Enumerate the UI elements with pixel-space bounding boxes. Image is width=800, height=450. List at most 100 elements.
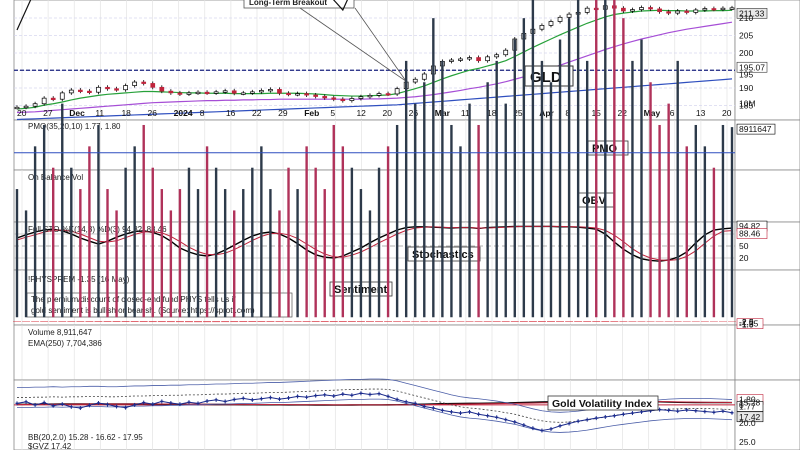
panel-label: Gold Volatility Index — [552, 398, 652, 410]
x-tick-label: 20 — [722, 108, 732, 118]
panel-legend: EMA(250) 7,704,386 — [28, 339, 102, 348]
y-tick-label: 185 — [739, 101, 753, 111]
y-tick-label: 200 — [739, 48, 753, 58]
volume-bar — [115, 210, 118, 318]
volume-bar — [223, 189, 227, 318]
sentiment-bar — [528, 321, 537, 322]
volume-bar — [368, 210, 372, 318]
y-value-box — [736, 61, 768, 73]
price-candle — [159, 86, 165, 92]
volume-bar — [52, 167, 55, 318]
price-candle — [41, 97, 47, 105]
volume-bar — [88, 146, 91, 318]
x-tick-label: 5 — [330, 108, 335, 118]
price-candle — [177, 92, 183, 95]
price-candle — [304, 93, 309, 96]
price-candle — [675, 10, 681, 14]
volume-bar — [730, 127, 734, 318]
volume-bar — [269, 189, 272, 318]
panel-legend: PMO(35,20,10) 1.77, 1.80 — [28, 122, 121, 131]
panel-legend: Volume 8,911,647 — [28, 328, 92, 337]
y-axis-box — [734, 0, 800, 121]
y-value-box — [736, 8, 768, 19]
x-tick-label: 18 — [121, 108, 131, 118]
sentiment-bar — [266, 321, 275, 322]
price-candle — [394, 88, 400, 95]
volume-bar — [196, 189, 200, 318]
volume-bar — [721, 124, 725, 318]
sentiment-bar — [293, 321, 302, 322]
volume-bar — [404, 60, 408, 318]
x-tick-label: Feb — [304, 108, 319, 118]
price-candle — [367, 94, 373, 98]
price-candle — [195, 91, 201, 95]
x-tick-label: 2024 — [174, 108, 193, 118]
sentiment-bar — [94, 321, 103, 322]
volume-bar — [504, 103, 507, 318]
moving-average-line-3 — [16, 78, 733, 121]
moving-average-line-1 — [16, 9, 733, 110]
volume-bar — [278, 210, 281, 318]
sentiment-bar — [347, 321, 356, 322]
volume-bar — [685, 146, 688, 318]
y-tick-label: 20 — [739, 253, 749, 263]
volume-bar — [432, 18, 435, 318]
sentiment-bar — [429, 321, 438, 322]
volume-bar — [260, 146, 263, 318]
volume-bar — [622, 18, 625, 318]
sentiment-bar — [112, 321, 121, 322]
volume-bar — [576, 0, 580, 318]
volume-bar — [495, 60, 498, 318]
price-candle — [132, 81, 138, 86]
volume-bar — [486, 82, 489, 318]
x-tick-label: 27 — [43, 108, 53, 118]
y-tick-label: 195 — [739, 70, 753, 80]
sentiment-bar — [85, 321, 94, 322]
sentiment-bar — [338, 321, 347, 322]
y-tick-label: 1.77 — [739, 402, 756, 412]
price-candle — [105, 86, 110, 90]
volume-bar — [142, 124, 145, 318]
x-tick-label: 11 — [95, 108, 104, 118]
sentiment-bar — [393, 321, 402, 322]
volume-bar — [33, 146, 37, 318]
sentiment-bar — [366, 321, 374, 322]
x-tick-label: 20 — [383, 108, 393, 118]
x-tick-label: 26 — [148, 108, 158, 118]
x-tick-label: 8 — [200, 108, 205, 118]
price-candle — [277, 89, 282, 94]
price-candle — [186, 92, 192, 95]
sentiment-bar — [438, 321, 447, 322]
price-candle — [648, 7, 653, 10]
sentiment-bar — [610, 321, 619, 322]
y-tick-label: 195.07 — [739, 62, 765, 72]
volume-bar — [595, 0, 598, 318]
price-candle — [412, 78, 418, 83]
price-candle — [231, 90, 237, 94]
volume-bar — [97, 124, 100, 318]
x-tick-label: 11 — [461, 108, 470, 118]
price-candle — [729, 7, 735, 10]
price-candle — [340, 98, 346, 102]
volume-bar — [24, 210, 28, 318]
sentiment-bar — [67, 321, 76, 322]
volume-bar — [441, 60, 444, 318]
sentiment-bar — [492, 321, 501, 322]
price-candle — [385, 93, 391, 96]
volume-bar — [233, 210, 236, 318]
sentiment-bar — [411, 321, 420, 322]
panel-legend: !PHYSPREM -1.35 (16 May) — [28, 275, 130, 284]
y-tick-label: 15.28 — [739, 397, 761, 407]
price-candle — [114, 88, 119, 91]
x-tick-label: 20 — [17, 108, 27, 118]
volume-bar — [377, 167, 381, 318]
volume-bar — [585, 60, 589, 318]
price-candle — [68, 89, 74, 94]
volume-bar — [477, 124, 480, 318]
volume-bar — [513, 39, 516, 318]
sentiment-bar — [329, 321, 338, 323]
sentiment-bar — [474, 321, 483, 322]
y-tick-label: 8911647 — [739, 124, 772, 134]
volume-bar — [187, 167, 191, 318]
sentiment-bar — [537, 321, 546, 322]
